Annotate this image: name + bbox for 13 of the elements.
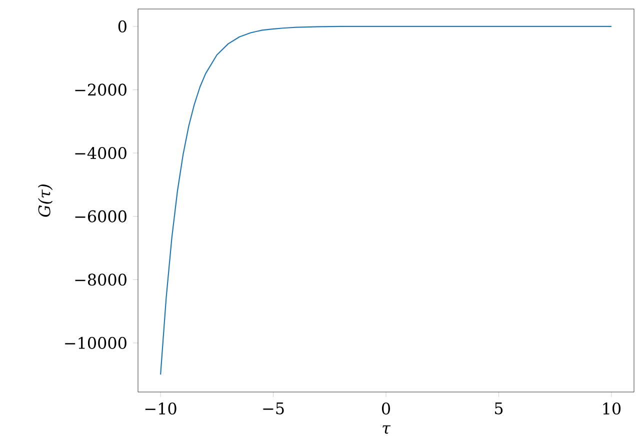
- y-tick-label: −10000: [65, 336, 126, 349]
- y-tick-label: −8000: [75, 274, 126, 286]
- x-tick-label: −10: [145, 402, 176, 415]
- x-tick-label: 10: [603, 402, 621, 415]
- y-tick-label: −2000: [75, 84, 126, 96]
- x-axis-title: τ: [382, 425, 391, 434]
- x-tick-label: 5: [495, 402, 503, 414]
- x-tick-label: −5: [263, 402, 284, 414]
- y-tick-label: −4000: [75, 146, 126, 160]
- y-tick-label: 0: [118, 20, 126, 32]
- x-tick-label: 0: [382, 402, 390, 415]
- y-tick-label: −6000: [75, 210, 126, 222]
- y-axis-title: G(τ): [38, 184, 53, 217]
